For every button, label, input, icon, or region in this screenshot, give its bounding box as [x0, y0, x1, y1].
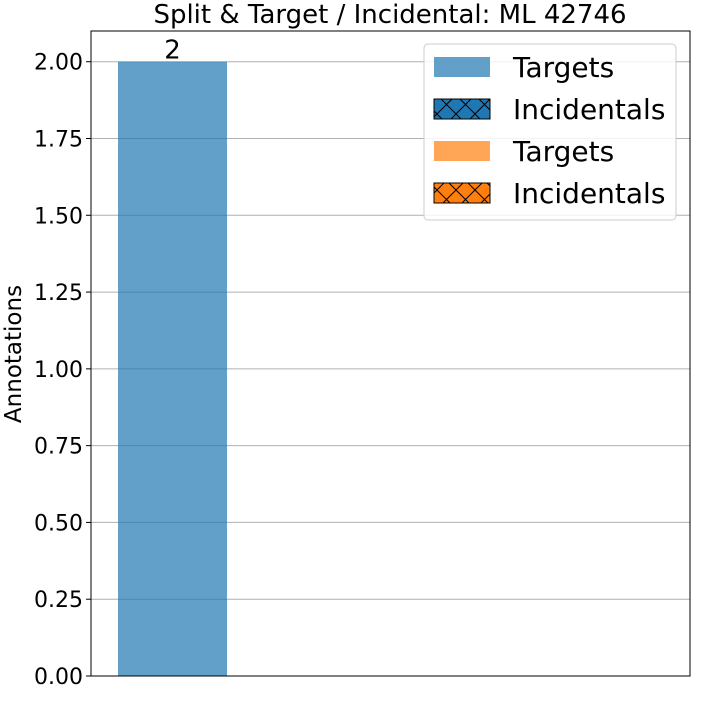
legend-label-2: Targets	[512, 135, 614, 168]
y-tick-label-1: 0.25	[34, 588, 83, 613]
plot-frame	[90, 30, 691, 677]
y-axis-ticks: 0.00 0.25 0.50 0.75 1.00 1.25 1.50 1.75 2.00	[34, 51, 91, 690]
bar-value-label-0: 2	[164, 36, 181, 66]
legend-label-0: Targets	[512, 51, 614, 84]
y-axis-label: Annotations	[1, 285, 27, 423]
legend-label-1: Incidentals	[513, 93, 665, 126]
legend-swatch-0	[434, 57, 490, 77]
y-tick-label-8: 2.00	[34, 51, 83, 76]
y-tick-label-4: 1.00	[34, 358, 83, 383]
y-tick-label-3: 0.75	[34, 435, 83, 460]
legend-swatch-hatch-3	[434, 183, 490, 203]
chart-title: Split & Target / Incidental: ML 42746	[153, 0, 626, 30]
legend-swatch-hatch-1	[434, 99, 490, 119]
legend-label-3: Incidentals	[513, 177, 665, 210]
y-tick-label-7: 1.75	[34, 128, 83, 153]
y-tick-label-6: 1.50	[34, 204, 83, 229]
y-tick-label-0: 0.00	[34, 665, 83, 690]
bars: 2	[118, 36, 227, 676]
y-tick-label-2: 0.50	[34, 511, 83, 536]
legend: Targets Incidentals Targets Incidentals	[423, 43, 677, 221]
legend-swatch-2	[434, 141, 490, 161]
bar-0	[118, 61, 227, 676]
legend-box	[423, 43, 677, 221]
y-tick-label-5: 1.25	[34, 281, 83, 306]
